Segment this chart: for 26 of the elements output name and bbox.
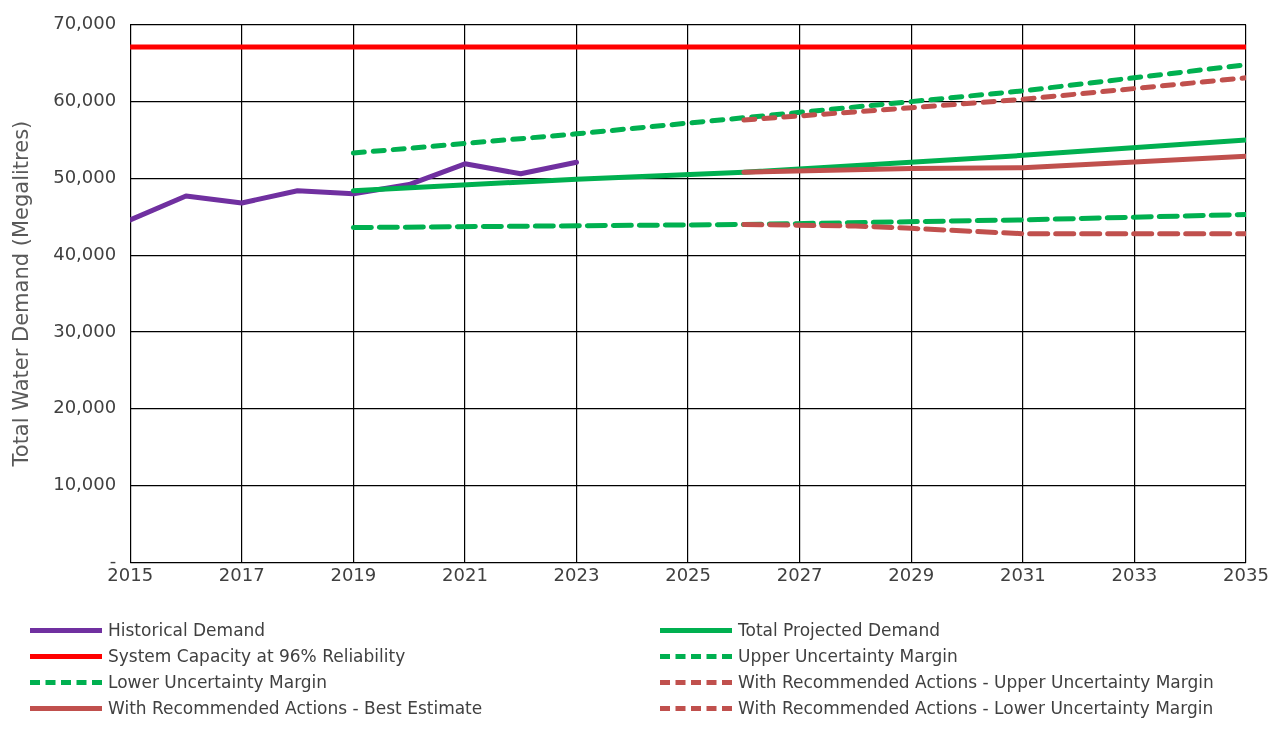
y-tick-label: 50,000: [53, 166, 117, 188]
y-tick-label: 20,000: [53, 396, 117, 418]
x-tick-label: 2033: [1111, 563, 1158, 585]
legend-label: Total Projected Demand: [738, 620, 941, 640]
x-tick-label: 2023: [553, 563, 600, 585]
legend-label: Upper Uncertainty Margin: [738, 646, 958, 666]
x-tick-label: 2021: [442, 563, 488, 585]
x-tick-label: 2019: [330, 563, 377, 585]
legend-label: With Recommended Actions - Best Estimate: [108, 698, 483, 718]
y-tick-label: 40,000: [53, 242, 117, 264]
x-tick-label: 2035: [1223, 563, 1269, 585]
x-tick-label: 2031: [999, 563, 1046, 585]
legend-label: With Recommended Actions - Upper Uncertainty Margin: [738, 672, 1214, 692]
legend-label: With Recommended Actions - Lower Uncertainty Margin: [738, 698, 1214, 718]
x-tick-label: 2027: [776, 563, 823, 585]
y-tick-label: 10,000: [53, 473, 117, 495]
x-tick-label: 2029: [888, 563, 935, 585]
y-tick-label: 70,000: [53, 12, 117, 34]
y-tick-label: 60,000: [53, 89, 117, 111]
y-tick-label: 30,000: [53, 319, 117, 341]
legend-label: Historical Demand: [108, 620, 266, 640]
x-tick-label: 2025: [665, 563, 711, 585]
y-axis-title: Total Water Demand (Megalitres): [9, 120, 34, 468]
legend-label: Lower Uncertainty Margin: [108, 672, 328, 692]
x-tick-label: 2017: [218, 563, 265, 585]
legend-label: System Capacity at 96% Reliability: [108, 646, 406, 666]
